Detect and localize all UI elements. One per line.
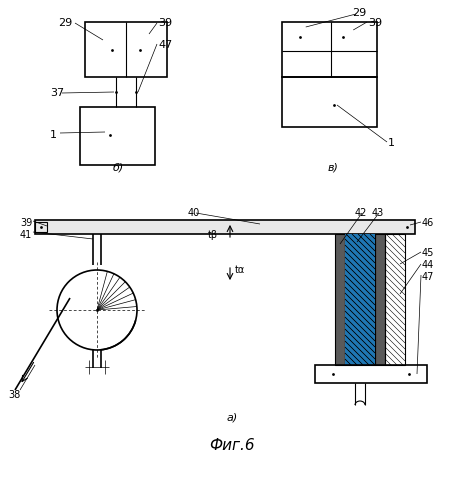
Bar: [35, 222, 47, 232]
Text: tα: tα: [234, 265, 245, 275]
Text: 47: 47: [158, 40, 172, 50]
Text: 42: 42: [354, 208, 367, 218]
Text: 44: 44: [421, 260, 433, 270]
Text: 29: 29: [58, 18, 72, 28]
Text: б): б): [112, 163, 123, 173]
Bar: [374, 234, 384, 365]
Bar: [344, 234, 374, 365]
Text: 38: 38: [8, 390, 20, 400]
Text: в): в): [327, 163, 338, 173]
Bar: [35, 220, 414, 234]
Text: 39: 39: [158, 18, 172, 28]
Text: 45: 45: [421, 248, 433, 258]
Text: 37: 37: [50, 88, 64, 98]
Bar: [282, 22, 376, 77]
Bar: [344, 234, 374, 365]
Bar: [334, 234, 344, 365]
Text: 1: 1: [50, 130, 57, 140]
Text: tβ: tβ: [207, 230, 218, 240]
Bar: [80, 107, 155, 165]
Text: а): а): [226, 412, 237, 422]
Text: 1: 1: [387, 138, 394, 148]
Text: 46: 46: [421, 218, 433, 228]
Text: 39: 39: [367, 18, 382, 28]
Text: Фиг.6: Фиг.6: [209, 438, 254, 453]
Text: 29: 29: [351, 8, 365, 18]
Text: 47: 47: [421, 272, 433, 282]
Bar: [384, 234, 404, 365]
Bar: [282, 77, 376, 127]
Bar: [85, 22, 167, 77]
Text: 40: 40: [188, 208, 200, 218]
Text: 41: 41: [20, 230, 32, 240]
Text: 43: 43: [371, 208, 383, 218]
Text: 39: 39: [20, 218, 32, 228]
Bar: [314, 365, 426, 383]
